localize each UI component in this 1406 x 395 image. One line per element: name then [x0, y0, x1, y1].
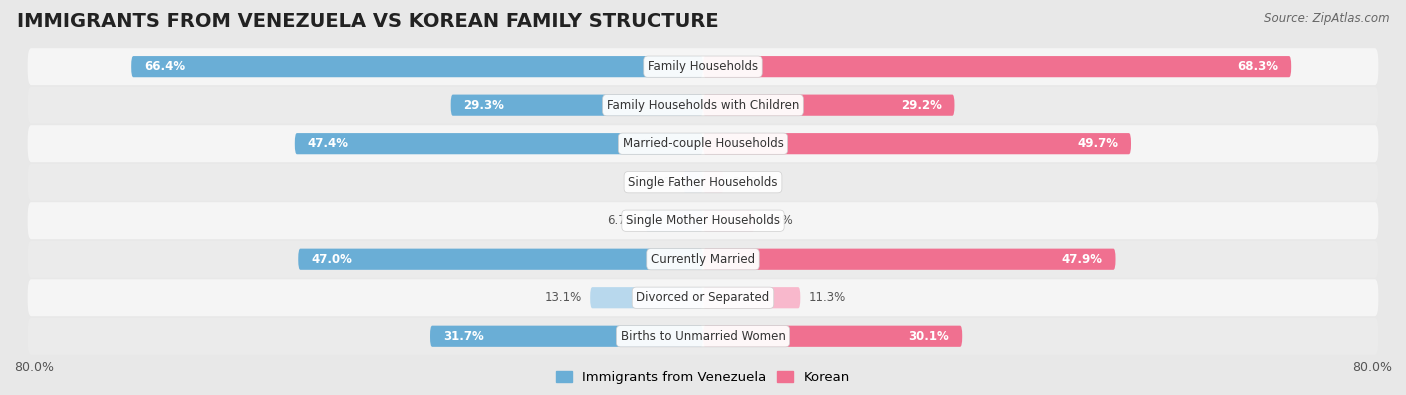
FancyBboxPatch shape: [703, 171, 724, 193]
FancyBboxPatch shape: [28, 48, 1378, 85]
FancyBboxPatch shape: [430, 325, 703, 347]
FancyBboxPatch shape: [28, 125, 1378, 162]
Text: Births to Unmarried Women: Births to Unmarried Women: [620, 330, 786, 343]
FancyBboxPatch shape: [703, 287, 800, 308]
Legend: Immigrants from Venezuela, Korean: Immigrants from Venezuela, Korean: [551, 365, 855, 389]
Text: 11.3%: 11.3%: [808, 291, 846, 304]
FancyBboxPatch shape: [28, 164, 1378, 201]
FancyBboxPatch shape: [645, 210, 703, 231]
Text: 2.4%: 2.4%: [733, 176, 762, 189]
Text: 80.0%: 80.0%: [14, 361, 53, 374]
Text: Married-couple Households: Married-couple Households: [623, 137, 783, 150]
FancyBboxPatch shape: [703, 133, 1130, 154]
Text: 6.7%: 6.7%: [607, 214, 637, 227]
Text: Single Father Households: Single Father Households: [628, 176, 778, 189]
Text: 29.2%: 29.2%: [901, 99, 942, 112]
Text: Single Mother Households: Single Mother Households: [626, 214, 780, 227]
Text: 47.0%: 47.0%: [311, 253, 352, 266]
Text: 13.1%: 13.1%: [544, 291, 582, 304]
Text: Source: ZipAtlas.com: Source: ZipAtlas.com: [1264, 12, 1389, 25]
FancyBboxPatch shape: [703, 56, 1291, 77]
Text: 29.3%: 29.3%: [464, 99, 505, 112]
Text: Divorced or Separated: Divorced or Separated: [637, 291, 769, 304]
FancyBboxPatch shape: [683, 171, 703, 193]
Text: 49.7%: 49.7%: [1077, 137, 1118, 150]
Text: 66.4%: 66.4%: [143, 60, 186, 73]
Text: Currently Married: Currently Married: [651, 253, 755, 266]
FancyBboxPatch shape: [298, 248, 703, 270]
FancyBboxPatch shape: [591, 287, 703, 308]
Text: IMMIGRANTS FROM VENEZUELA VS KOREAN FAMILY STRUCTURE: IMMIGRANTS FROM VENEZUELA VS KOREAN FAMI…: [17, 12, 718, 31]
Text: 47.4%: 47.4%: [308, 137, 349, 150]
FancyBboxPatch shape: [28, 87, 1378, 124]
Text: 68.3%: 68.3%: [1237, 60, 1278, 73]
FancyBboxPatch shape: [295, 133, 703, 154]
Text: 80.0%: 80.0%: [1353, 361, 1392, 374]
Text: 2.3%: 2.3%: [645, 176, 675, 189]
Text: Family Households with Children: Family Households with Children: [607, 99, 799, 112]
FancyBboxPatch shape: [703, 94, 955, 116]
Text: 31.7%: 31.7%: [443, 330, 484, 343]
Text: Family Households: Family Households: [648, 60, 758, 73]
Text: 6.0%: 6.0%: [763, 214, 793, 227]
FancyBboxPatch shape: [131, 56, 703, 77]
FancyBboxPatch shape: [28, 279, 1378, 316]
FancyBboxPatch shape: [28, 241, 1378, 278]
FancyBboxPatch shape: [703, 248, 1115, 270]
FancyBboxPatch shape: [28, 318, 1378, 355]
FancyBboxPatch shape: [451, 94, 703, 116]
Text: 30.1%: 30.1%: [908, 330, 949, 343]
Text: 47.9%: 47.9%: [1062, 253, 1102, 266]
FancyBboxPatch shape: [703, 325, 962, 347]
FancyBboxPatch shape: [703, 210, 755, 231]
FancyBboxPatch shape: [28, 202, 1378, 239]
